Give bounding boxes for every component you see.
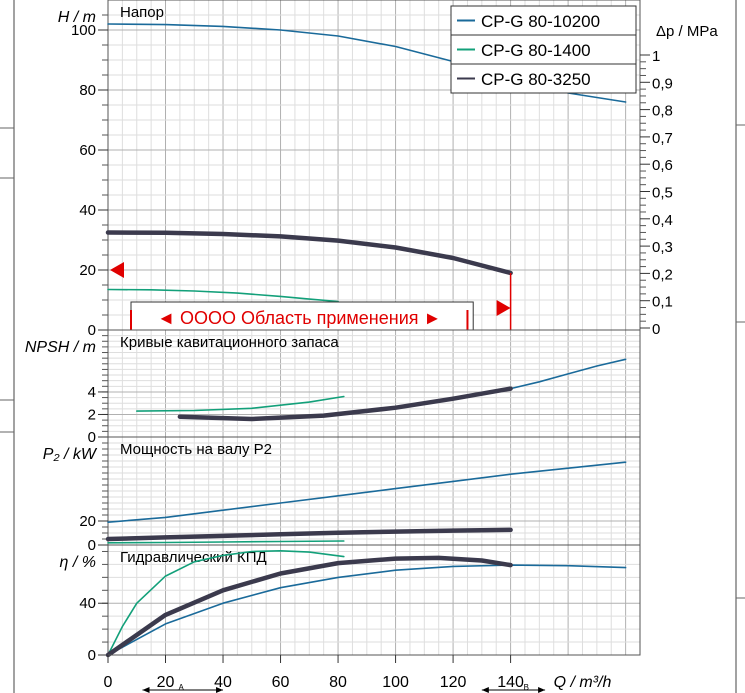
series-line-head (105, 230, 513, 276)
right-tick-label: 0,6 (652, 157, 673, 174)
y-tick-label: 80 (79, 82, 96, 99)
y-tick-label: 0 (88, 322, 96, 339)
x-marker-b-arrow-head-r (538, 687, 546, 693)
x-tick-label: 120 (440, 674, 467, 691)
legend-box (450, 5, 637, 36)
series-line-eta (107, 550, 345, 656)
right-axis-label: Δp / MPa (656, 23, 718, 40)
x-tick-label: 40 (214, 674, 232, 691)
y-tick-label: 40 (79, 595, 96, 612)
min-head-marker (110, 262, 124, 278)
x-axis-label: Q / m³/h (554, 674, 612, 691)
y-tick-label: 0 (88, 537, 96, 554)
right-tick-label: 0,1 (652, 294, 673, 311)
right-tick-label: 0,3 (652, 239, 673, 256)
legend-box (450, 34, 637, 65)
y-tick-label: 0 (88, 429, 96, 446)
right-tick-label: 0,9 (652, 75, 673, 92)
y-tick-label: 20 (79, 262, 96, 279)
right-tick-label: 0,7 (652, 130, 673, 147)
x-marker-a: A (179, 683, 185, 692)
panel-title-head: Напор (120, 4, 164, 21)
series-line-npsh (177, 386, 513, 422)
series-line-eta (105, 555, 513, 658)
y-tick-label: 100 (71, 22, 96, 39)
x-tick-label: 20 (157, 674, 175, 691)
legend-entry-label: CP-G 80-3250 (481, 70, 591, 89)
right-tick-label: 0 (652, 321, 660, 338)
max-flow-marker (496, 300, 511, 316)
legend-entry-label: CP-G 80-1400 (481, 41, 591, 60)
y-axis-label: η / % (60, 554, 96, 571)
x-marker-b: B (524, 683, 529, 692)
series-line-head (107, 288, 339, 303)
panel-title-npsh: Кривые кавитационного запаса (120, 334, 339, 351)
series-line-npsh (509, 358, 627, 390)
y-axis-label: H / m (58, 9, 96, 26)
x-marker-b-arrow-head-l (481, 687, 489, 693)
x-tick-label: 80 (329, 674, 347, 691)
right-tick-label: 1 (652, 48, 660, 65)
right-tick-label: 0,5 (652, 185, 673, 202)
series-line-power (105, 527, 513, 542)
y-axis-label: P₂ / kW (43, 446, 98, 463)
right-tick-label: 0,4 (652, 212, 673, 229)
right-tick-label: 0,8 (652, 103, 673, 120)
y-tick-label: 2 (88, 406, 96, 423)
y-tick-label: 20 (79, 513, 96, 530)
right-tick-label: 0,2 (652, 266, 673, 283)
series-line-power (107, 540, 345, 544)
legend-entry-label: CP-G 80-10200 (481, 12, 600, 31)
y-axis-label: NPSH / m (25, 339, 96, 356)
legend: CP-G 80-10200 CP-G 80-1400 CP-G 80-3250 (450, 5, 637, 94)
panel-title-eta: Гидравлический КПД (120, 549, 267, 566)
series-line-power (107, 461, 627, 523)
x-tick-label: 0 (104, 674, 113, 691)
panel-title-power: Мощность на валу P2 (120, 441, 272, 458)
y-tick-label: 60 (79, 142, 96, 159)
application-range-label: ◄ OOOO Область применения ► (157, 308, 441, 328)
series-line-npsh (136, 395, 345, 412)
x-tick-label: 60 (272, 674, 290, 691)
series-line-eta (107, 564, 627, 656)
y-tick-label: 40 (79, 202, 96, 219)
x-marker-a-arrow-head-r (216, 687, 224, 693)
y-tick-label: 0 (88, 647, 96, 664)
y-tick-label: 4 (88, 384, 96, 401)
legend-box (450, 63, 637, 94)
x-marker-a-arrow-head-l (142, 687, 150, 693)
x-tick-label: 100 (382, 674, 409, 691)
x-tick-label: 140 (497, 674, 524, 691)
